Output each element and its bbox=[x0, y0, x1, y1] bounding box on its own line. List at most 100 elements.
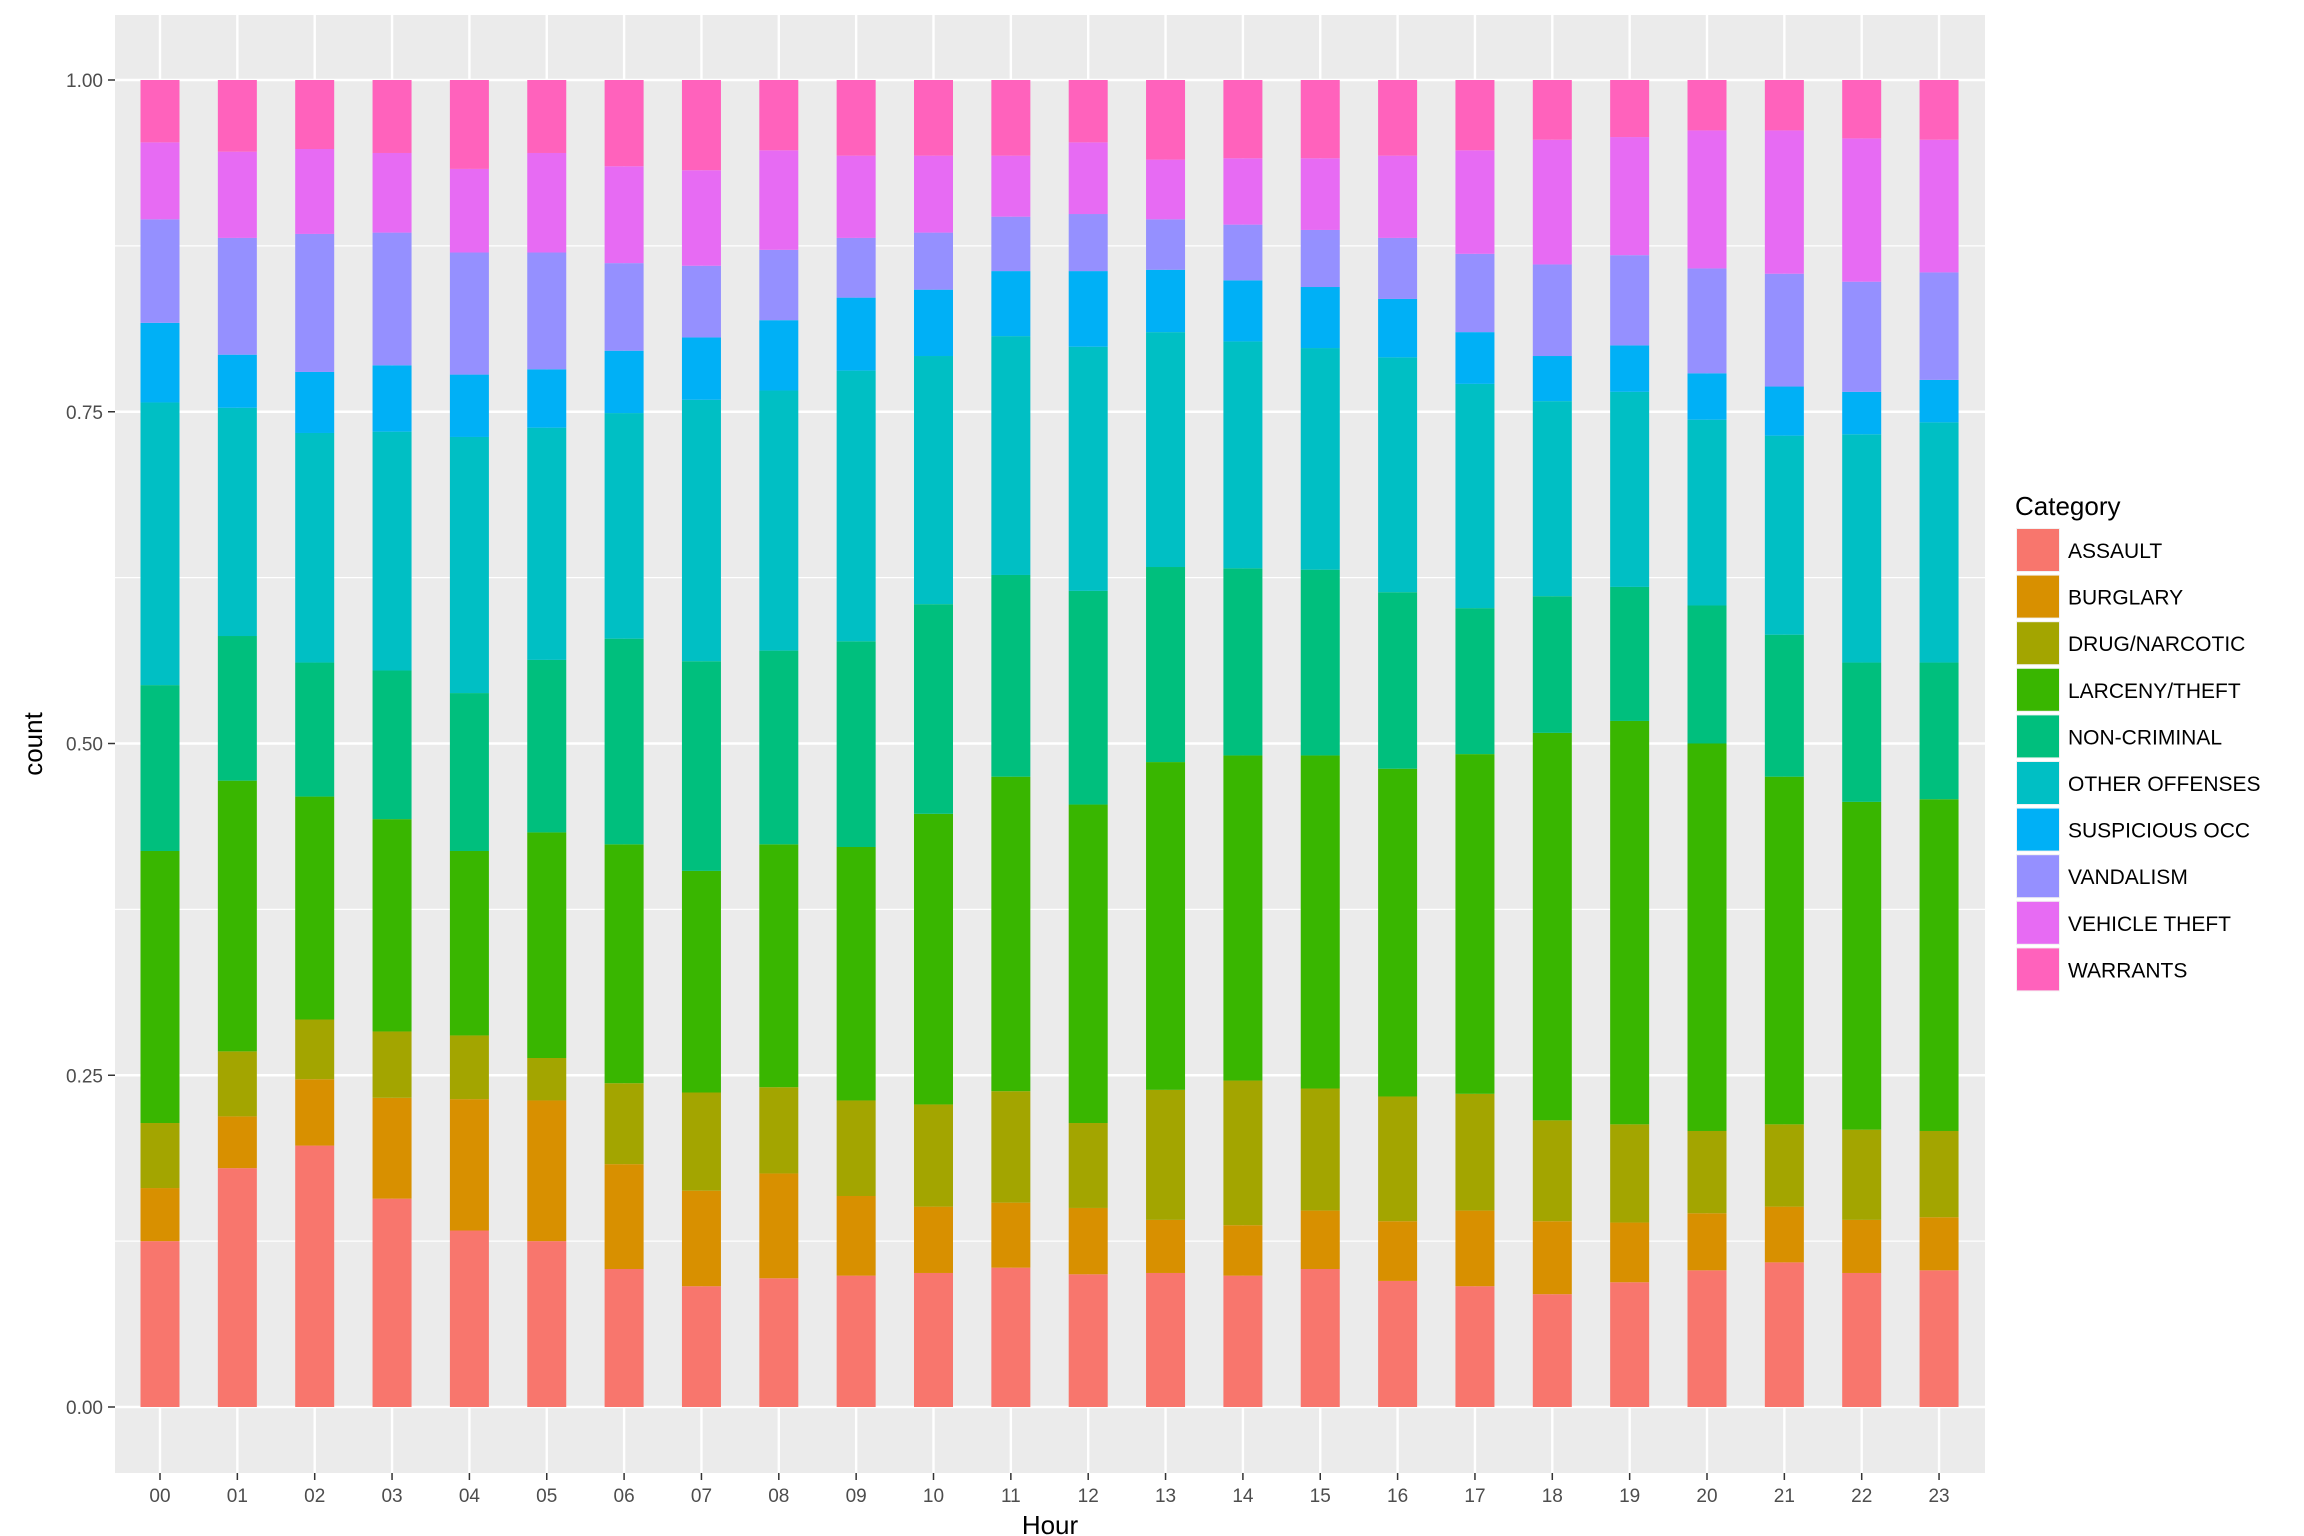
bar-segment-other-offenses-21 bbox=[1764, 435, 1804, 635]
bar-segment-suspicious-occ-22 bbox=[1842, 391, 1882, 435]
bar-segment-vandalism-02 bbox=[295, 233, 335, 372]
bar-segment-vehicle-theft-04 bbox=[449, 168, 489, 253]
bar-segment-assault-09 bbox=[836, 1275, 876, 1407]
y-axis-title: count bbox=[18, 711, 48, 775]
x-tick-label: 10 bbox=[923, 1486, 944, 1507]
legend-label: VEHICLE THEFT bbox=[2068, 913, 2231, 936]
bar-segment-warrants-00 bbox=[140, 80, 180, 143]
legend-key-swatch bbox=[2017, 715, 2059, 758]
legend-key-swatch bbox=[2017, 808, 2059, 851]
bar-segment-suspicious-occ-20 bbox=[1687, 373, 1727, 420]
x-tick-label: 21 bbox=[1774, 1486, 1795, 1507]
bar-segment-suspicious-occ-00 bbox=[140, 322, 180, 403]
bar-segment-vehicle-theft-15 bbox=[1300, 158, 1340, 230]
bar-segment-vehicle-theft-11 bbox=[991, 155, 1031, 217]
bar-segment-vandalism-11 bbox=[991, 216, 1031, 272]
bar-segment-larceny-theft-12 bbox=[1068, 804, 1108, 1124]
bar-segment-larceny-theft-19 bbox=[1610, 720, 1650, 1125]
bar-segment-other-offenses-08 bbox=[759, 390, 799, 651]
bar-segment-warrants-02 bbox=[295, 80, 335, 150]
bar-segment-other-offenses-00 bbox=[140, 402, 180, 686]
bar-segment-larceny-theft-03 bbox=[372, 819, 412, 1032]
bar-segment-warrants-10 bbox=[914, 80, 953, 156]
bar-segment-non-criminal-21 bbox=[1764, 634, 1804, 777]
bar-segment-assault-11 bbox=[991, 1267, 1031, 1407]
bar-segment-drug-narcotic-10 bbox=[914, 1104, 953, 1207]
bar-segment-vehicle-theft-02 bbox=[295, 149, 335, 234]
bar-segment-suspicious-occ-19 bbox=[1610, 345, 1650, 392]
bar-segment-larceny-theft-21 bbox=[1764, 776, 1804, 1125]
bar-segment-burglary-09 bbox=[836, 1196, 876, 1276]
bar-segment-vandalism-20 bbox=[1687, 268, 1727, 374]
bar-segment-drug-narcotic-11 bbox=[991, 1091, 1031, 1203]
x-tick-label: 23 bbox=[1928, 1486, 1949, 1507]
bar-segment-non-criminal-22 bbox=[1842, 662, 1882, 802]
bar-segment-suspicious-occ-03 bbox=[372, 365, 412, 432]
bar-segment-drug-narcotic-00 bbox=[140, 1123, 180, 1189]
x-tick-label: 06 bbox=[614, 1486, 635, 1507]
bar-segment-other-offenses-05 bbox=[527, 427, 567, 660]
bar-segment-warrants-07 bbox=[681, 80, 721, 171]
legend-label: LARCENY/THEFT bbox=[2068, 680, 2241, 703]
bar-segment-non-criminal-06 bbox=[604, 638, 644, 845]
bar-segment-non-criminal-15 bbox=[1300, 569, 1340, 756]
bar-segment-warrants-18 bbox=[1532, 80, 1572, 140]
bar-segment-suspicious-occ-13 bbox=[1146, 269, 1186, 333]
bar-segment-assault-23 bbox=[1919, 1270, 1959, 1407]
bar-segment-larceny-theft-09 bbox=[836, 847, 876, 1101]
bar-segment-larceny-theft-06 bbox=[604, 844, 644, 1084]
bar-segment-assault-06 bbox=[604, 1268, 644, 1407]
bar-segment-larceny-theft-04 bbox=[449, 850, 489, 1036]
x-tick-label: 04 bbox=[459, 1486, 481, 1507]
bar-segment-non-criminal-12 bbox=[1068, 590, 1108, 805]
bar-segment-assault-19 bbox=[1610, 1282, 1650, 1407]
bar-segment-burglary-20 bbox=[1687, 1213, 1727, 1271]
bar-segment-drug-narcotic-16 bbox=[1378, 1096, 1418, 1222]
legend-key-swatch bbox=[2017, 668, 2059, 711]
bar-segment-vehicle-theft-22 bbox=[1842, 138, 1882, 282]
bar-segment-other-offenses-07 bbox=[681, 399, 721, 662]
bar-segment-assault-03 bbox=[372, 1198, 412, 1407]
bar-segment-non-criminal-05 bbox=[527, 659, 567, 833]
bar-segment-suspicious-occ-12 bbox=[1068, 271, 1108, 347]
x-tick-label: 19 bbox=[1619, 1486, 1640, 1507]
x-tick-label: 11 bbox=[1001, 1486, 1021, 1507]
bar-segment-larceny-theft-23 bbox=[1919, 799, 1959, 1131]
bar-segment-larceny-theft-22 bbox=[1842, 801, 1882, 1130]
bar-segment-non-criminal-04 bbox=[449, 693, 489, 851]
legend-label: OTHER OFFENSES bbox=[2068, 773, 2261, 796]
bar-segment-burglary-03 bbox=[372, 1097, 412, 1199]
bar-segment-larceny-theft-08 bbox=[759, 844, 799, 1088]
x-tick-label: 20 bbox=[1696, 1486, 1717, 1507]
legend-label: ASSAULT bbox=[2068, 540, 2162, 563]
x-tick-label: 12 bbox=[1078, 1486, 1099, 1507]
x-tick-label: 17 bbox=[1464, 1486, 1485, 1507]
bar-segment-burglary-08 bbox=[759, 1173, 799, 1279]
bar-segment-burglary-04 bbox=[449, 1099, 489, 1231]
bar-segment-larceny-theft-18 bbox=[1532, 732, 1572, 1121]
bar-segment-warrants-01 bbox=[217, 80, 257, 152]
bar-segment-warrants-19 bbox=[1610, 80, 1650, 138]
bar-segment-vandalism-18 bbox=[1532, 264, 1572, 357]
bar-segment-drug-narcotic-08 bbox=[759, 1087, 799, 1174]
bar-segment-larceny-theft-10 bbox=[914, 813, 953, 1105]
bar-segment-vehicle-theft-03 bbox=[372, 152, 412, 233]
legend-label: WARRANTS bbox=[2068, 959, 2187, 982]
bar-segment-drug-narcotic-18 bbox=[1532, 1120, 1572, 1222]
bar-segment-drug-narcotic-02 bbox=[295, 1019, 335, 1080]
bar-segment-vehicle-theft-23 bbox=[1919, 139, 1959, 273]
bar-segment-suspicious-occ-01 bbox=[217, 354, 257, 408]
bar-segment-vandalism-22 bbox=[1842, 281, 1882, 392]
bar-segment-burglary-01 bbox=[217, 1116, 257, 1169]
bar-segment-other-offenses-14 bbox=[1223, 341, 1263, 569]
bar-segment-vehicle-theft-13 bbox=[1146, 159, 1186, 220]
bar-segment-warrants-20 bbox=[1687, 80, 1727, 131]
bar-segment-vehicle-theft-09 bbox=[836, 155, 876, 238]
bar-segment-vandalism-13 bbox=[1146, 219, 1186, 270]
bar-segment-assault-13 bbox=[1146, 1272, 1186, 1407]
bar-segment-larceny-theft-20 bbox=[1687, 743, 1727, 1131]
bar-segment-non-criminal-16 bbox=[1378, 592, 1418, 769]
legend-title: Category bbox=[2015, 491, 2121, 521]
bar-segment-warrants-11 bbox=[991, 80, 1031, 156]
